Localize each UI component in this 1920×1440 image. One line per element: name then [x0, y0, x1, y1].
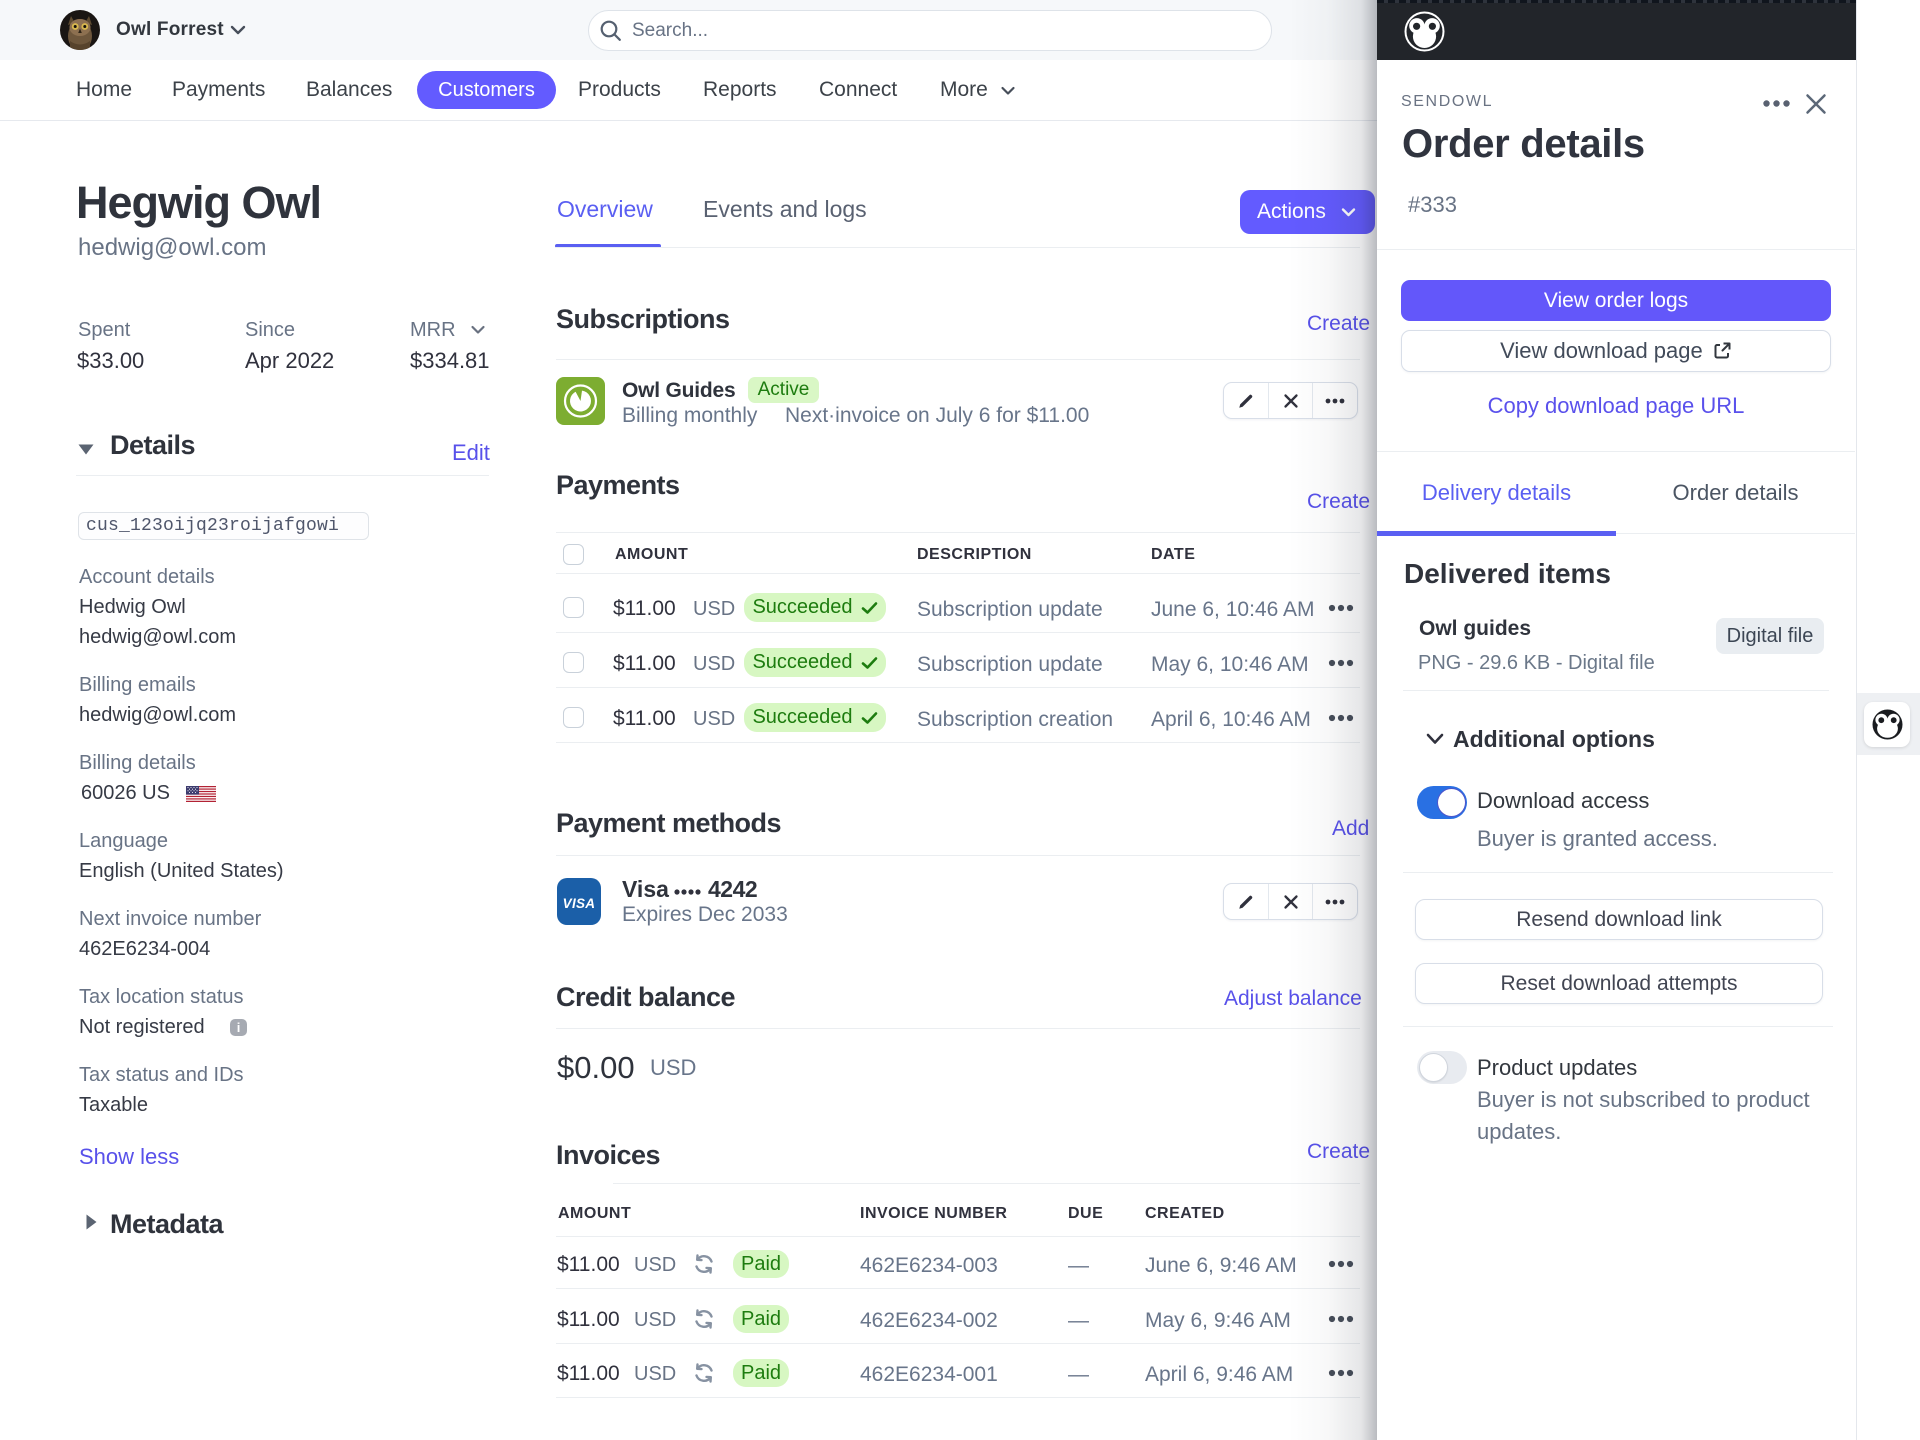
svg-text:VISA: VISA: [563, 896, 596, 911]
